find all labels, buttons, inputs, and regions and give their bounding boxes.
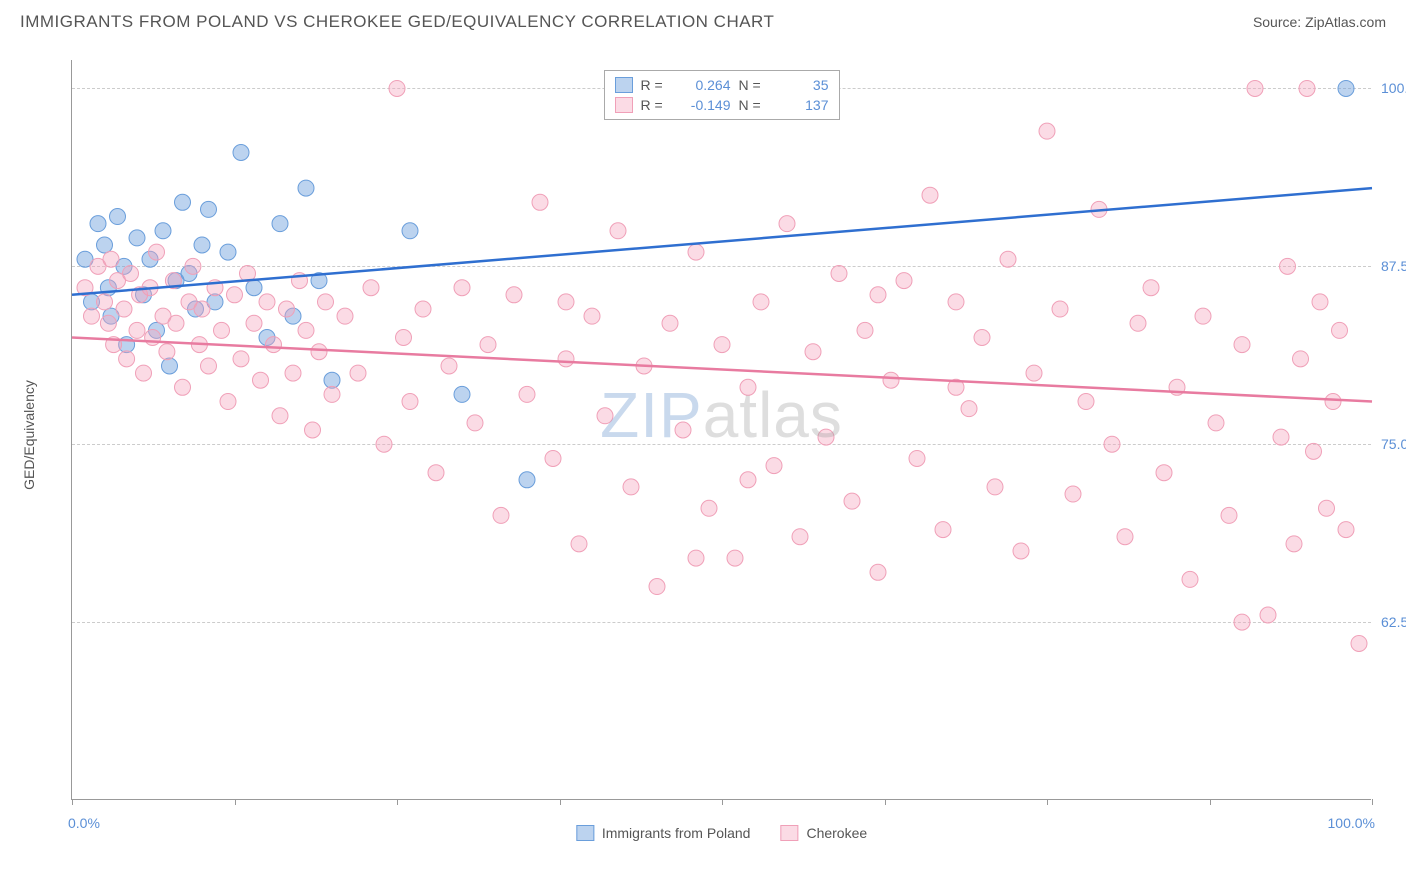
y-tick-label: 62.5% [1381,614,1406,630]
y-tick-label: 100.0% [1381,80,1406,96]
trend-line [72,338,1372,402]
y-axis-label: GED/Equivalency [21,380,37,490]
legend-swatch [615,97,633,113]
legend-item: Immigrants from Poland [576,825,751,841]
source-prefix: Source: [1253,14,1305,30]
legend-r-label: R = [641,97,669,113]
x-axis-max-label: 100.0% [1328,815,1375,831]
trend-lines-layer [72,60,1371,799]
x-tick-mark [885,799,886,805]
legend-r-label: R = [641,77,669,93]
x-tick-mark [72,799,73,805]
y-tick-label: 87.5% [1381,258,1406,274]
x-tick-mark [722,799,723,805]
series-legend: Immigrants from Poland Cherokee [576,825,867,841]
legend-swatch [780,825,798,841]
stats-legend: R = 0.264 N = 35 R = -0.149 N = 137 [604,70,840,120]
source-label: Source: ZipAtlas.com [1253,14,1386,30]
legend-label: Immigrants from Poland [602,825,751,841]
x-tick-mark [1210,799,1211,805]
legend-n-label: N = [739,77,767,93]
legend-swatch [615,77,633,93]
legend-n-value: 35 [775,77,829,93]
legend-r-value: 0.264 [677,77,731,93]
chart-container: GED/Equivalency 100.0%87.5%75.0%62.5% ZI… [47,50,1387,820]
source-name: ZipAtlas.com [1305,14,1386,30]
legend-n-value: 137 [775,97,829,113]
chart-title: IMMIGRANTS FROM POLAND VS CHEROKEE GED/E… [20,12,774,32]
stats-legend-row: R = -0.149 N = 137 [615,95,829,115]
x-axis-min-label: 0.0% [68,815,100,831]
x-tick-mark [1047,799,1048,805]
plot-area: 100.0%87.5%75.0%62.5% ZIPatlas R =0.264N… [71,60,1371,800]
y-tick-label: 75.0% [1381,436,1406,452]
legend-swatch [576,825,594,841]
legend-r-value: -0.149 [677,97,731,113]
x-tick-mark [397,799,398,805]
legend-n-label: N = [739,97,767,113]
legend-label: Cherokee [806,825,867,841]
stats-legend-row: R = 0.264 N = 35 [615,75,829,95]
legend-item: Cherokee [780,825,867,841]
x-tick-mark [235,799,236,805]
trend-line [72,188,1372,295]
x-tick-mark [1372,799,1373,805]
x-tick-mark [560,799,561,805]
